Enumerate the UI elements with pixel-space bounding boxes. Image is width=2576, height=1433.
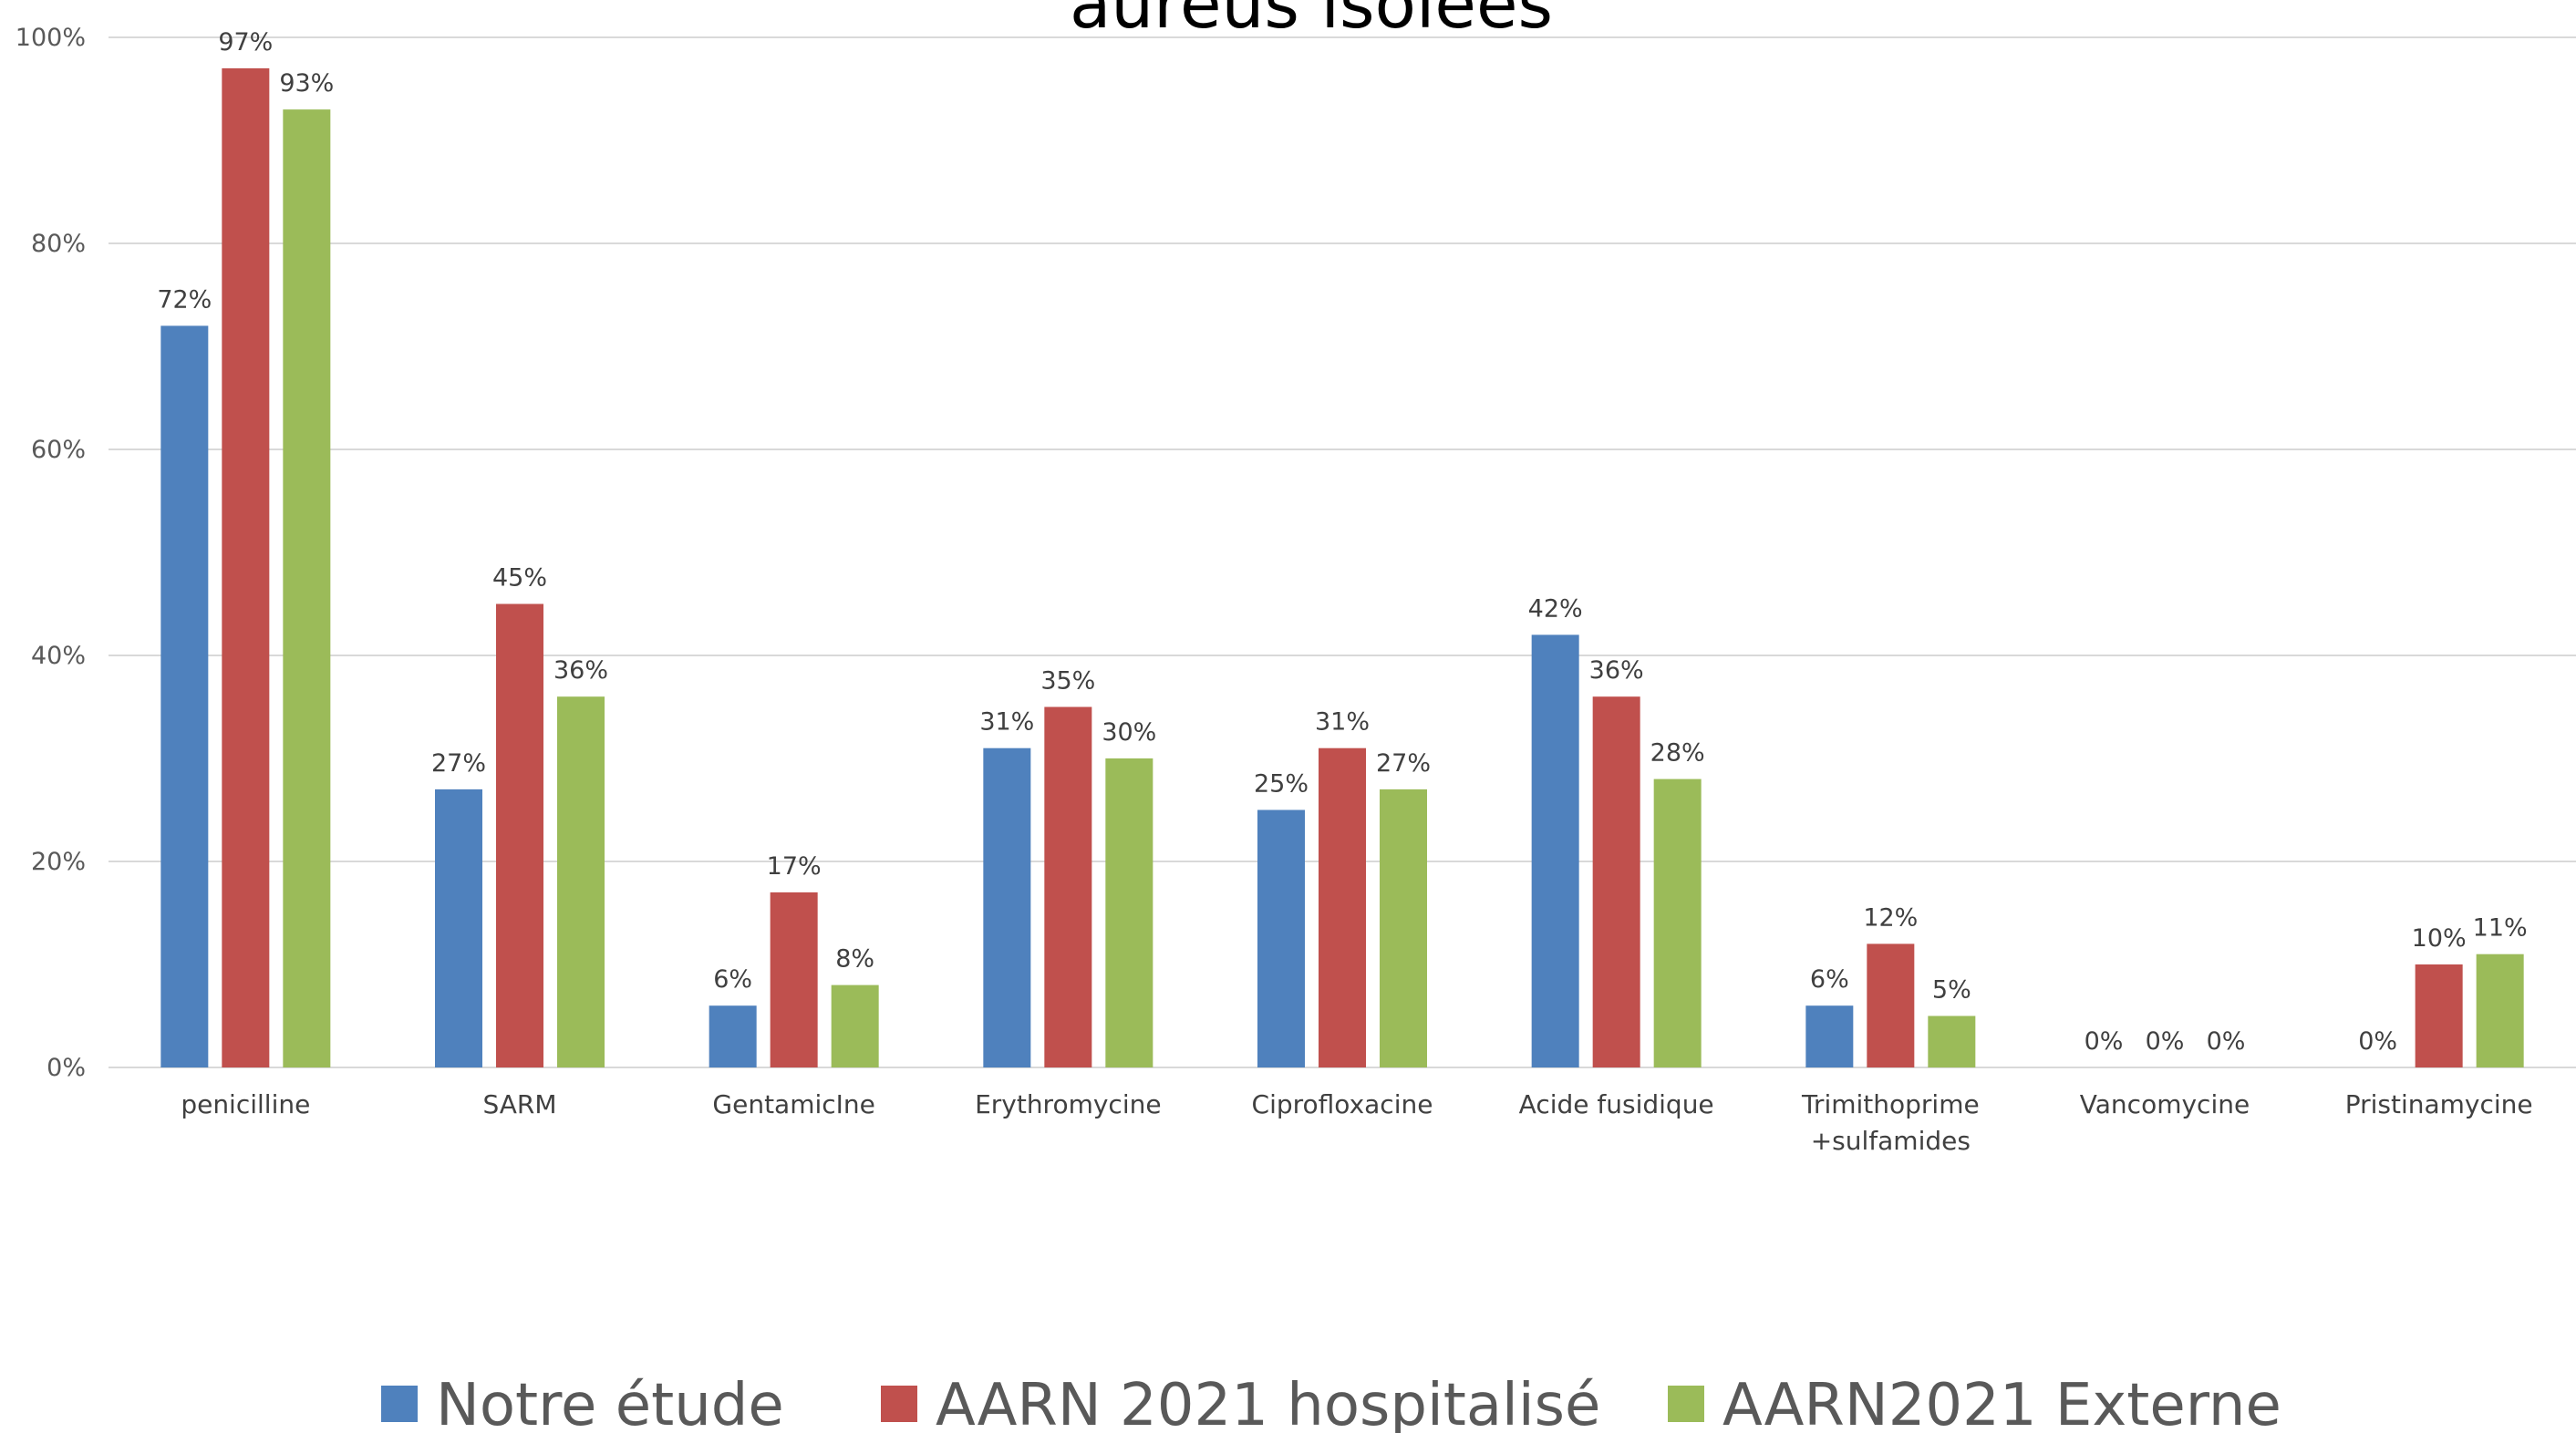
- legend-swatch: [381, 1386, 418, 1422]
- bar: [1531, 634, 1579, 1067]
- bar: [709, 1005, 757, 1067]
- value-label: 0%: [2146, 1027, 2185, 1056]
- bar: [496, 603, 543, 1067]
- y-tick-label: 100%: [16, 24, 86, 52]
- bar: [1380, 789, 1427, 1067]
- bar: [1867, 943, 1915, 1067]
- x-tick-label: Trimithoprime +sulfamides: [1801, 1089, 1980, 1156]
- y-tick-label: 80%: [31, 230, 86, 258]
- value-label: 45%: [492, 564, 547, 593]
- value-label: 31%: [1315, 708, 1370, 737]
- bar: [1044, 706, 1092, 1067]
- value-label: 27%: [1376, 749, 1431, 778]
- bar: [1928, 1015, 1976, 1067]
- y-tick-label: 20%: [31, 848, 86, 876]
- bar: [557, 696, 605, 1067]
- legend-swatch: [1668, 1386, 1704, 1422]
- value-label: 0%: [2085, 1027, 2124, 1056]
- bar: [983, 747, 1031, 1067]
- value-label: 27%: [431, 749, 486, 778]
- value-label: 42%: [1528, 594, 1583, 623]
- value-label: 11%: [2473, 914, 2528, 943]
- bar: [1319, 747, 1366, 1067]
- value-label: 36%: [1589, 656, 1644, 685]
- bar: [222, 67, 270, 1067]
- bar: [770, 892, 818, 1067]
- legend-label: Notre étude: [436, 1372, 784, 1433]
- bar: [1653, 778, 1702, 1067]
- bar: [2415, 964, 2463, 1067]
- bar: [160, 325, 209, 1067]
- x-tick-label: Ciprofloxacine: [1252, 1089, 1433, 1119]
- bar: [1805, 1005, 1854, 1067]
- value-label: 6%: [713, 965, 752, 994]
- x-tick-label: Pristinamycine: [2345, 1089, 2533, 1119]
- bar: [1105, 758, 1154, 1067]
- y-tick-label: 40%: [31, 642, 86, 670]
- x-tick-label: GentamicIne: [712, 1089, 875, 1119]
- value-label: 8%: [835, 945, 874, 974]
- x-tick-label: Acide fusidique: [1519, 1089, 1714, 1119]
- bar: [831, 985, 879, 1067]
- value-label: 10%: [2412, 924, 2467, 953]
- bar: [1592, 696, 1640, 1067]
- value-label: 5%: [1932, 976, 1971, 1005]
- value-label: 25%: [1254, 770, 1309, 799]
- value-label: 12%: [1863, 903, 1918, 932]
- x-tick-label: SARM: [482, 1089, 556, 1119]
- legend-swatch: [881, 1386, 917, 1422]
- x-tick-label: penicilline: [181, 1089, 310, 1119]
- value-label: 0%: [2358, 1027, 2397, 1056]
- value-label: 31%: [979, 708, 1034, 737]
- value-label: 28%: [1650, 739, 1705, 768]
- bar: [283, 109, 331, 1068]
- value-label: 35%: [1040, 667, 1095, 696]
- value-label: 93%: [279, 69, 334, 98]
- bar: [435, 789, 482, 1067]
- legend-label: AARN2021 Externe: [1723, 1372, 2281, 1433]
- value-label: 36%: [553, 656, 608, 685]
- bar: [1257, 809, 1305, 1067]
- y-tick-label: 60%: [31, 436, 86, 464]
- x-tick-label: Erythromycine: [975, 1089, 1162, 1119]
- x-tick-label: Vancomycine: [2080, 1089, 2250, 1119]
- y-tick-label: 0%: [47, 1054, 86, 1082]
- bar: [2476, 954, 2524, 1067]
- value-label: 72%: [157, 285, 212, 314]
- value-label: 97%: [218, 28, 273, 57]
- legend-label: AARN 2021 hospitalisé: [936, 1372, 1600, 1433]
- value-label: 30%: [1102, 718, 1156, 747]
- value-label: 17%: [767, 852, 822, 881]
- value-label: 6%: [1810, 965, 1849, 994]
- value-label: 0%: [2207, 1027, 2246, 1056]
